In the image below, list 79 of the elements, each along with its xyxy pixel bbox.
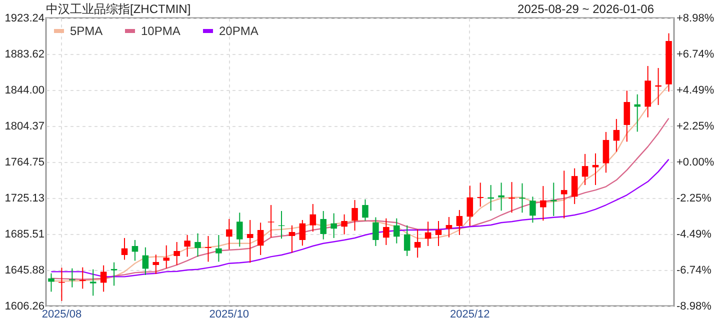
candlestick [194,232,201,258]
candlestick [341,214,348,235]
candlestick [226,218,232,250]
chart-subtitle: 2025-08-29 ~ 2026-01-06 [518,2,654,16]
chart-title: 中汉工业品综指[ZHCTMIN] [46,2,191,16]
legend-label: 20PMA [219,24,258,38]
y2-tick-label: -8.98% [676,300,712,312]
x-tick-label: 2025/10 [209,308,250,320]
candlestick [246,220,254,264]
y2-tick-label: -2.25% [676,192,712,205]
candlestick [152,254,160,274]
candlestick [571,168,578,205]
candlestick [268,204,274,238]
candlestick [435,220,442,246]
candlestick [90,268,96,296]
candlestick [446,216,452,238]
candlestick [404,224,410,256]
x-tick-label: 2025/08 [42,308,82,320]
candlestick [624,90,630,142]
candlestick [456,210,463,236]
candlestick [184,234,190,258]
candlestick [582,153,588,186]
y-tick-label: 1725.13 [4,192,44,204]
candlestick [299,220,306,246]
y2-tick-label: -4.49% [676,228,712,240]
candlestick [540,186,546,222]
y-tick-label: 1883.62 [4,48,44,60]
candlestick [602,131,610,174]
candlestick [613,118,620,152]
candlestick [79,266,86,290]
y2-tick-label: +4.49% [676,84,714,96]
candlestick [372,216,379,246]
candlestick [550,182,557,217]
y-tick-label: 1645.88 [4,264,44,276]
candlestick [498,182,504,212]
y-tick-label: 1923.24 [4,12,44,24]
candlestick [257,222,264,256]
y2-tick-label: +2.25% [676,120,714,132]
candlestick [393,218,400,244]
legend-label: 10PMA [141,24,180,38]
candlestick [163,244,170,269]
candlestick [48,272,54,292]
candlestick [592,152,599,186]
candlestick [174,242,180,266]
y2-tick-label: +6.74% [676,48,714,60]
candlestick [560,170,568,219]
candlestick [466,185,474,227]
candlestick [508,182,515,214]
candlestick [132,240,138,262]
candlestick [330,212,337,238]
candlestick [69,268,76,288]
candlestick [414,228,421,258]
x-tick-label: 2025/12 [450,308,490,320]
y2-tick-label: -6.74% [676,264,712,277]
candlestick [236,212,243,248]
y2-tick-label: +0.00% [676,156,714,168]
candlestick [288,224,296,254]
candlestick [362,198,368,222]
candlestick [383,218,390,246]
candlestick [110,262,118,286]
y-tick-label: 1685.51 [4,228,44,240]
candlestick [352,200,358,232]
legend-label: 5PMA [70,24,103,38]
y-tick-label: 1764.75 [4,156,44,168]
candlestick [310,204,316,232]
candlestick [100,264,107,292]
candlestick [121,238,128,260]
y-tick-label: 1804.37 [4,120,44,132]
candlestick [320,210,327,240]
candlestick [142,246,149,276]
candlestick [477,182,484,208]
y-tick-label: 1844.00 [4,84,44,96]
candlestick [519,182,526,214]
candlestick [530,196,536,224]
candlestick [424,221,432,246]
y-tick-label: 1606.26 [4,300,44,312]
y2-tick-label: +8.98% [676,12,714,24]
candlestick [216,234,222,262]
candlestick [205,236,212,262]
